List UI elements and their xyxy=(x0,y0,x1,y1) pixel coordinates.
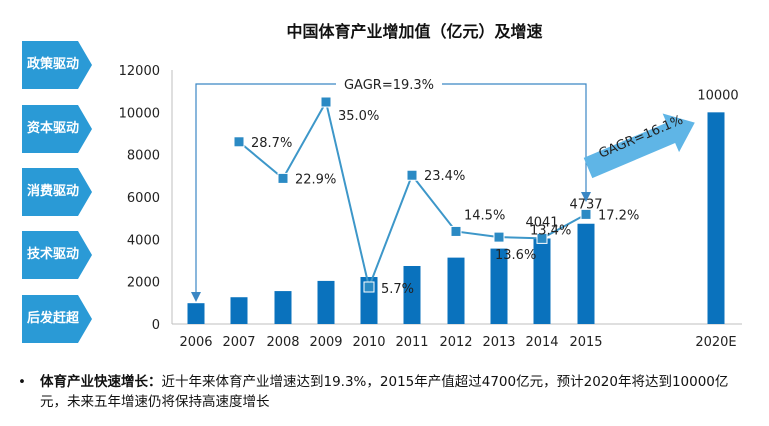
bar xyxy=(274,291,292,324)
bar-value-label: 4737 xyxy=(569,198,602,213)
growth-label: 28.7% xyxy=(251,136,292,151)
bar-value-label: 4041 xyxy=(525,215,558,230)
driver-label: 政策驱动 xyxy=(26,57,79,72)
driver-label: 资本驱动 xyxy=(26,121,79,136)
chevron-shape xyxy=(22,105,92,153)
bullet-text: 近十年来体育产业增速达到19.3%，2015年产值超过4700亿元，预计2020… xyxy=(40,374,729,410)
bar xyxy=(447,257,465,324)
bar xyxy=(403,266,421,324)
y-tick-label: 10000 xyxy=(119,106,160,121)
bar xyxy=(490,248,508,324)
x-tick-label: 2012 xyxy=(439,335,472,350)
driver-label: 消费驱动 xyxy=(26,184,79,199)
chart-title: 中国体育产业增加值（亿元）及增速 xyxy=(286,22,543,41)
growth-marker xyxy=(493,231,505,243)
y-tick-label: 12000 xyxy=(119,64,160,79)
x-tick-label: 2020E xyxy=(695,335,736,350)
y-tick-label: 8000 xyxy=(127,149,160,164)
x-tick-label: 2006 xyxy=(179,335,212,350)
cagr-bracket xyxy=(195,83,587,300)
bar xyxy=(187,303,205,324)
y-tick-label: 6000 xyxy=(127,191,160,206)
growth-label: 22.9% xyxy=(295,172,336,187)
bar-value-label: 10000 xyxy=(697,88,738,103)
bar xyxy=(707,112,725,324)
bar xyxy=(230,297,248,324)
growth-label: 35.0% xyxy=(338,109,379,124)
x-tick-label: 2014 xyxy=(525,335,558,350)
y-tick-label: 2000 xyxy=(127,276,160,291)
chevron-shape xyxy=(22,295,92,343)
growth-marker xyxy=(580,208,592,220)
growth-label: 13.6% xyxy=(495,248,536,263)
x-tick-label: 2009 xyxy=(309,335,342,350)
bullet-symbol: • xyxy=(18,374,26,390)
bar xyxy=(577,223,595,324)
value-growth-chart: 0 2000 4000 6000 8000 10000 12000 2006 2007 2008 2… xyxy=(119,64,742,350)
y-tick-label: 4000 xyxy=(127,233,160,248)
x-tick-label: 2010 xyxy=(352,335,385,350)
x-tick-label: 2007 xyxy=(222,335,255,350)
growth-marker xyxy=(536,232,548,244)
x-tick-label: 2013 xyxy=(482,335,515,350)
growth-label: 14.5% xyxy=(464,208,505,223)
chevron-shape xyxy=(22,168,92,216)
driver-label: 技术驱动 xyxy=(26,247,79,262)
cagr-label-bg xyxy=(336,74,442,94)
bar xyxy=(317,280,335,324)
growth-marker xyxy=(450,225,462,237)
bar xyxy=(533,238,551,324)
growth-marker xyxy=(233,136,245,148)
growth-label: 13.4% xyxy=(530,223,571,238)
chevron-shape xyxy=(22,41,92,89)
x-tick-label: 2015 xyxy=(569,335,602,350)
driver-label: 后发赶超 xyxy=(26,311,79,326)
x-tick-label: 2008 xyxy=(266,335,299,350)
growth-marker xyxy=(363,281,375,293)
cagr-history-label: GAGR=19.3% xyxy=(344,78,434,93)
driver-policy: 政策驱动 xyxy=(22,41,92,89)
summary-bullet: • 体育产业快速增长：近十年来体育产业增速达到19.3%，2015年产值超过47… xyxy=(18,372,748,412)
growth-label: 5.7% xyxy=(381,282,414,297)
bracket-arrowhead xyxy=(191,292,201,302)
bullet-heading: 体育产业快速增长： xyxy=(40,374,162,390)
y-tick-label: 0 xyxy=(152,318,160,333)
x-tick-label: 2011 xyxy=(395,335,428,350)
forecast-growth-arrow xyxy=(583,113,695,179)
growth-marker xyxy=(406,169,418,181)
growth-label: 23.4% xyxy=(424,169,465,184)
chevron-shape xyxy=(22,231,92,279)
growth-label: 17.2% xyxy=(598,208,639,223)
driver-catch-up: 后发赶超 xyxy=(22,295,92,343)
growth-marker xyxy=(277,172,289,184)
bracket-arrowhead xyxy=(581,192,591,202)
driver-capital: 资本驱动 xyxy=(22,105,92,153)
driver-technology: 技术驱动 xyxy=(22,231,92,279)
driver-consumption: 消费驱动 xyxy=(22,168,92,216)
growth-marker xyxy=(320,96,332,108)
